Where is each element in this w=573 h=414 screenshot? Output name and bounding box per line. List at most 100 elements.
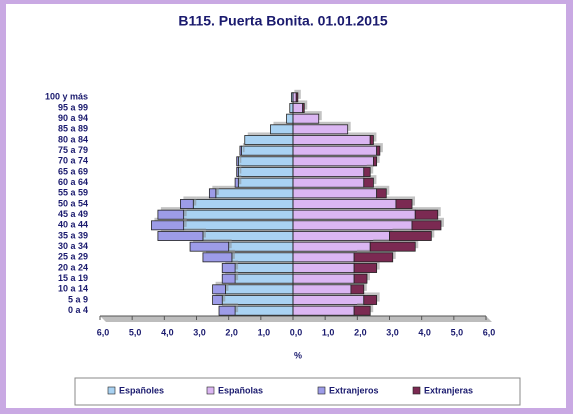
bar [239,145,242,156]
y-tick-label: 95 a 99 [58,102,88,112]
bar [302,103,305,113]
y-tick-label: 70 a 74 [58,156,88,166]
legend-swatch [412,386,421,395]
bar [292,177,365,188]
y-tick-label: 5 a 9 [68,294,88,304]
legend [74,377,521,406]
bar [353,263,378,273]
bar [353,305,371,316]
bar [244,135,294,145]
bar [353,273,368,284]
y-tick-label: 75 a 79 [58,145,88,155]
bar [414,209,439,220]
bar [208,188,217,199]
bar [221,273,236,284]
bar-shadow [299,89,301,99]
y-tick-label: 90 a 94 [58,113,88,123]
bar [237,156,294,167]
bar [157,231,204,241]
legend-label: Españolas [218,385,263,395]
bar [363,177,374,188]
bar [292,103,304,113]
bar [292,199,397,209]
bar [286,113,294,124]
bar [241,145,294,156]
bar [192,199,294,209]
x-axis-label: % [294,350,302,360]
bar-shadow [373,132,377,142]
bar [376,145,381,156]
y-tick-label: 60 a 64 [58,177,88,187]
legend-swatch [107,386,116,395]
bar [292,295,365,305]
x-tick-label: 2,0 [225,327,238,337]
bar [221,263,236,273]
bar [236,156,239,167]
y-tick-label: 35 a 39 [58,230,88,240]
bar [369,241,416,252]
bar [353,252,394,263]
bar [237,167,294,177]
bar [295,92,299,103]
bar [369,135,374,145]
bar [183,209,294,220]
bar [292,113,320,124]
bar-shadow [376,153,380,163]
x-tick-label: 5,0 [129,327,142,337]
x-tick-label: 3,0 [386,327,399,337]
bar [292,263,355,273]
bar [234,177,239,188]
bar [215,188,294,199]
legend-swatch [317,386,326,395]
x-tick-label: 6,0 [483,327,496,337]
bar [363,167,371,177]
bar [218,305,236,316]
legend-label: Extranjeras [424,385,473,395]
bar [292,273,355,284]
x-tick-label: 1,0 [258,327,271,337]
bar [292,209,416,220]
bar [350,284,365,295]
y-tick-label: 25 a 29 [58,252,88,262]
x-tick-label: 3,0 [193,327,206,337]
x-tick-label: 0,0 [290,327,303,337]
bar [292,156,374,167]
y-tick-label: 45 a 49 [58,209,88,219]
bar [236,167,239,177]
bar [292,305,355,316]
bar-shadow [238,175,242,185]
bar [228,241,294,252]
x-tick-label: 2,0 [354,327,367,337]
y-tick-label: 0 a 4 [68,305,88,315]
bar [292,145,378,156]
bar [389,231,432,241]
bar [151,220,185,231]
bar [411,220,442,231]
x-tick-label: 6,0 [97,327,110,337]
bar [202,252,233,263]
y-tick-label: 100 y más [45,92,88,102]
bar-shadow [305,100,308,110]
y-tick-label: 85 a 89 [58,124,88,134]
bar [234,305,294,316]
bar [225,284,294,295]
bar [212,295,223,305]
floor [100,316,492,322]
y-tick-label: 80 a 84 [58,134,88,144]
x-tick-label: 4,0 [161,327,174,337]
bar [292,92,297,103]
bar [270,124,294,135]
y-tick-label: 15 a 19 [58,273,88,283]
legend-swatch [206,386,215,395]
y-tick-label: 20 a 24 [58,262,88,272]
bar [212,284,226,295]
bar-shadow [239,153,242,163]
x-tick-label: 1,0 [322,327,335,337]
bar-shadow [242,143,245,153]
bar [292,167,365,177]
x-tick-label: 4,0 [418,327,431,337]
chart-title: B115. Puerta Bonita. 01.01.2015 [178,13,388,29]
bar [292,135,371,145]
bar [292,124,349,135]
